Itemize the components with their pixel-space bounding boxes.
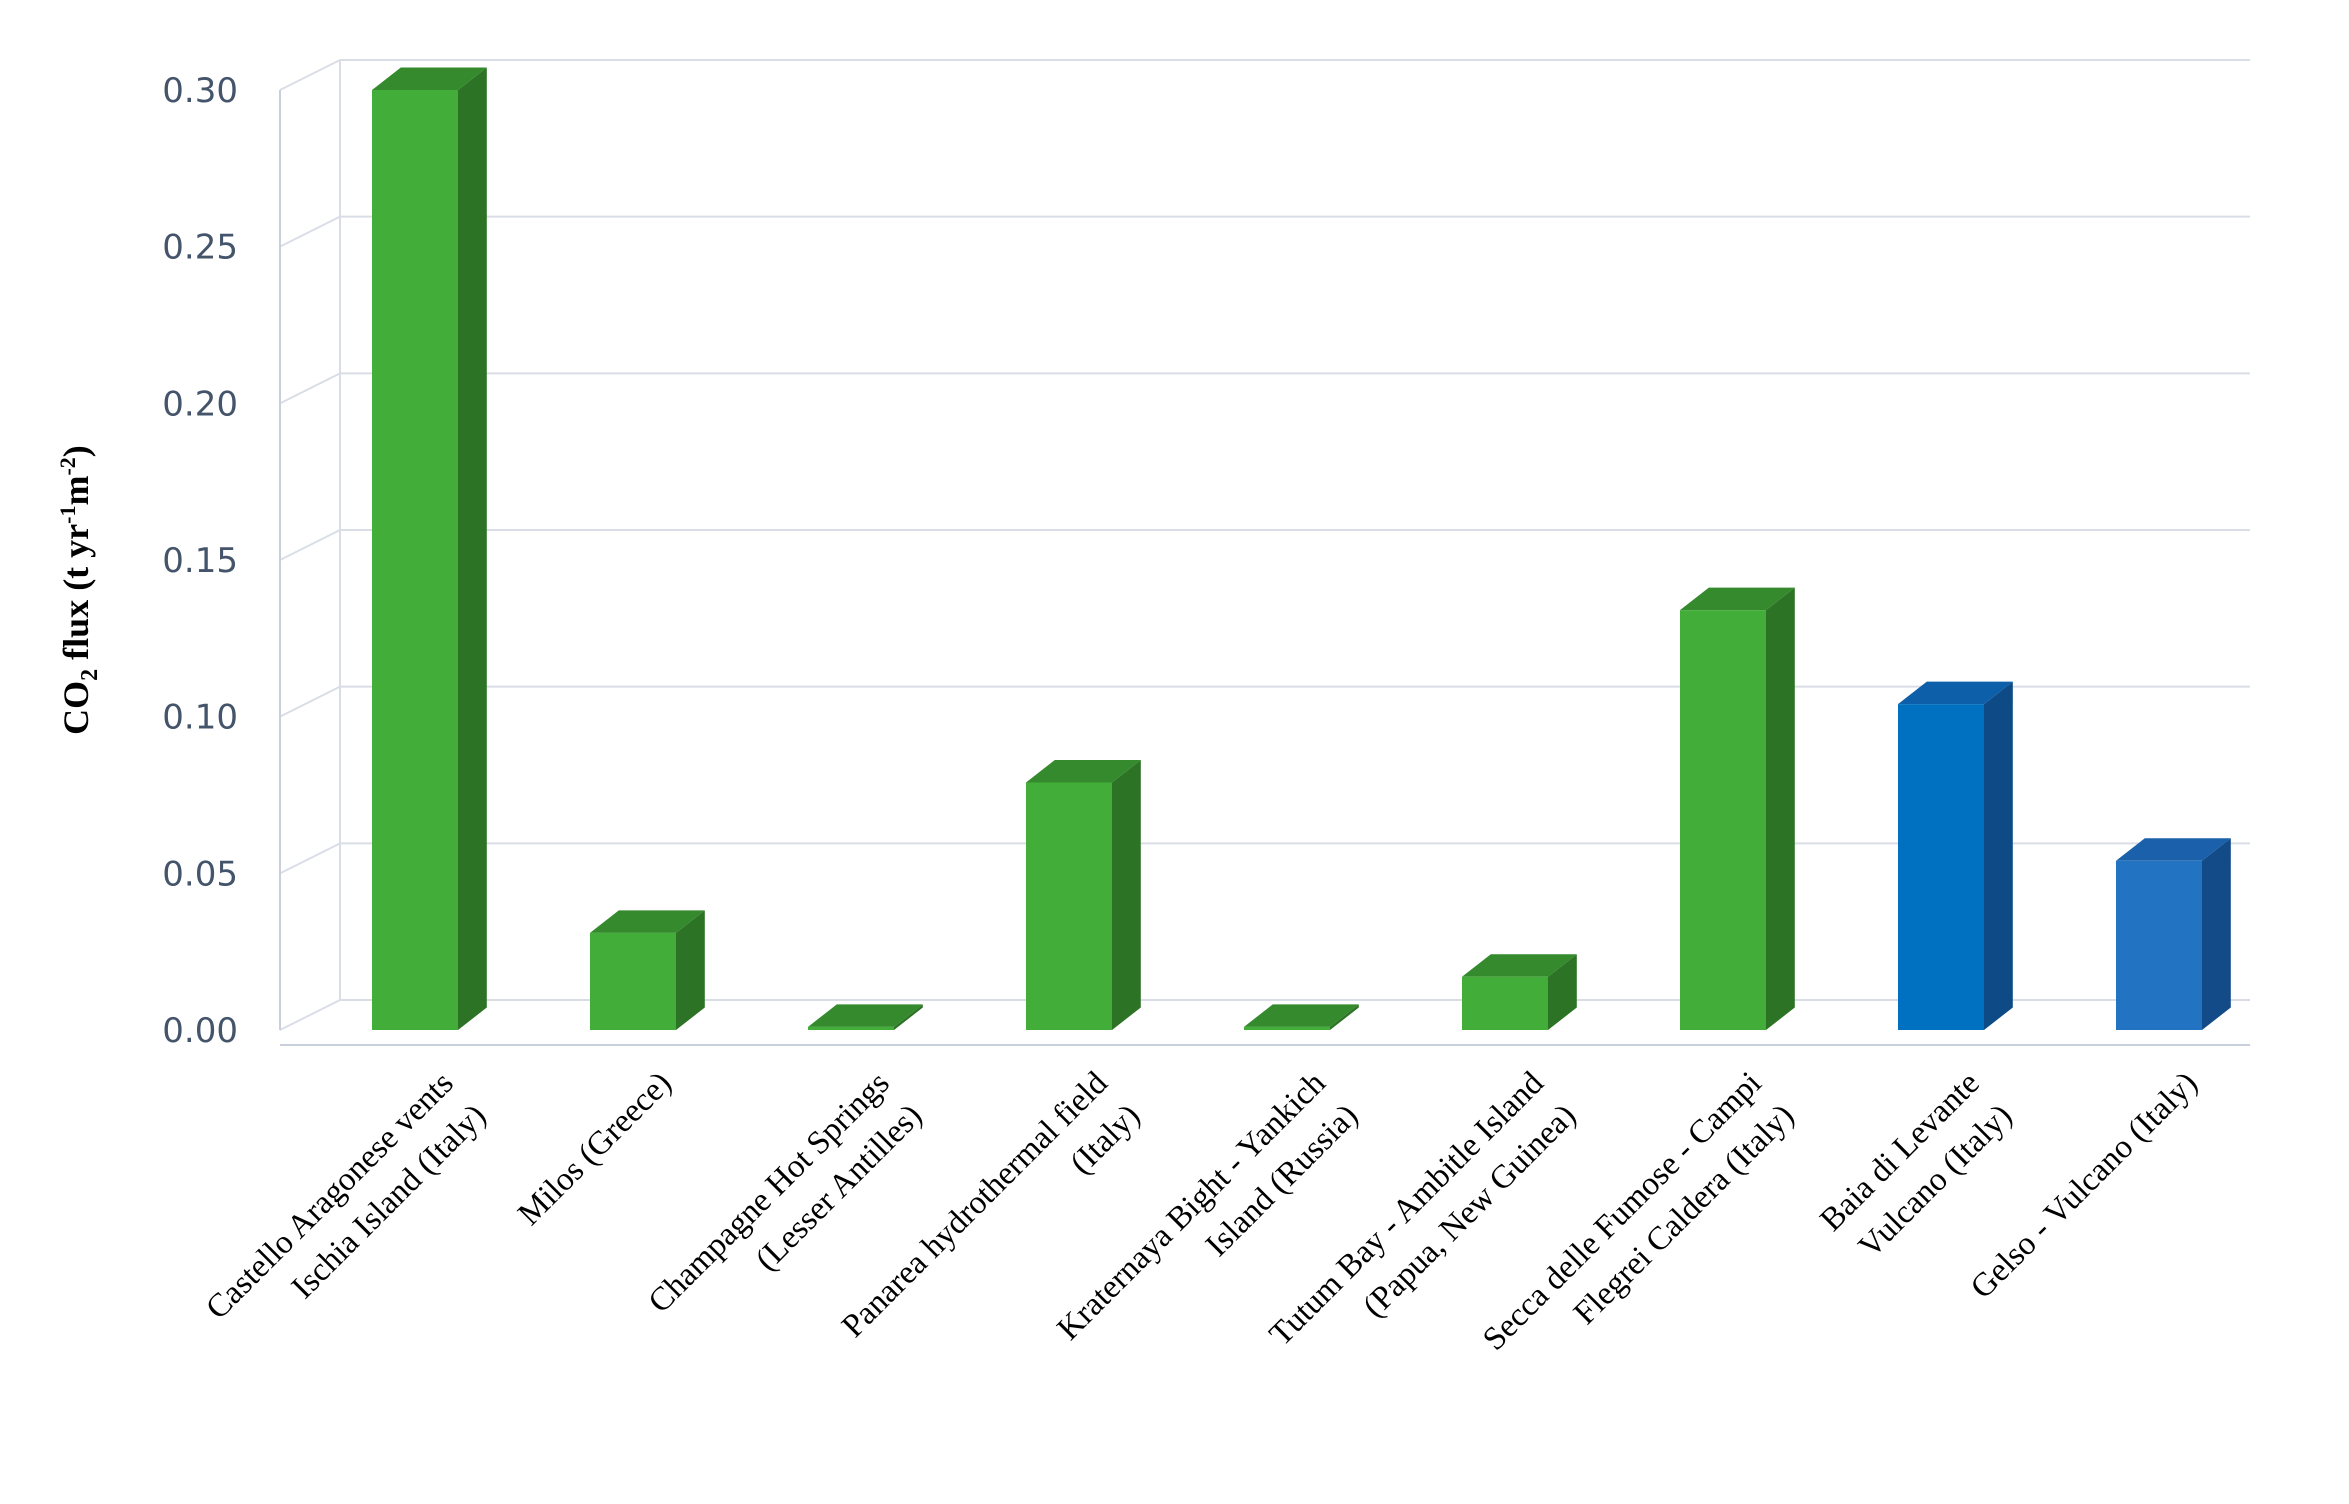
bar-top (1244, 1004, 1359, 1027)
bar-side (1112, 759, 1141, 1030)
bar-front (1680, 610, 1766, 1030)
bar (590, 910, 705, 1030)
bar-front (808, 1026, 894, 1030)
x-tick-label-line: Castello Aragonese vents (199, 1065, 460, 1326)
x-tick-label: Baia di LevanteVulcano (Italy) (1813, 1065, 2019, 1271)
bar-top (1026, 759, 1141, 783)
bar (1244, 1004, 1359, 1030)
bar-front (2116, 860, 2202, 1030)
bar-front (1898, 704, 1984, 1030)
y-tick-label: 0.10 (162, 698, 238, 738)
bar-front (1026, 782, 1112, 1030)
bar-side (676, 910, 705, 1030)
x-tick-label: Kraternaya Bight - YankichIsland (Russia… (1051, 1065, 1366, 1380)
y-tick-label: 0.05 (162, 854, 238, 894)
bar (808, 1004, 923, 1030)
bar-front (590, 932, 676, 1030)
y-tick-label: 0.20 (162, 384, 238, 424)
bar-side (1330, 1004, 1359, 1030)
x-tick-label: Gelso - Vulcano (Italy) (1964, 1065, 2205, 1306)
bar-side (458, 67, 487, 1030)
x-tick-label-line: Milos (Greece) (511, 1065, 678, 1232)
bar-top (372, 67, 487, 90)
bar-top (1680, 587, 1795, 611)
bar-side (1548, 954, 1577, 1030)
bar-front (372, 90, 458, 1030)
bar-top (808, 1004, 923, 1027)
y-tick-label: 0.00 (162, 1011, 238, 1051)
bar-front (1244, 1026, 1330, 1030)
gridline-side (279, 215, 341, 248)
gridline-side (279, 685, 341, 718)
bar-front (1462, 976, 1548, 1030)
bar (372, 67, 487, 1030)
x-tick-label-line: Gelso - Vulcano (Italy) (1964, 1065, 2205, 1306)
x-tick-label: Tutum Bay - Ambitle Island(Papua, New Gu… (1263, 1065, 1584, 1386)
bar-top (1462, 954, 1577, 977)
bar-top (590, 910, 705, 933)
bar (2116, 838, 2231, 1030)
bar-top (1898, 681, 2013, 705)
y-tick-labels: 0.00 0.05 0.10 0.15 0.20 0.25 0.30 (162, 71, 238, 1051)
bar-side (2202, 838, 2231, 1030)
bar (1680, 587, 1795, 1030)
bar-side (894, 1004, 923, 1030)
bar (1026, 759, 1141, 1030)
x-tick-label: Panarea hydrothermal field(Italy) (835, 1065, 1147, 1377)
y-tick-label: 0.25 (162, 228, 238, 268)
x-tick-label: Milos (Greece) (511, 1065, 678, 1232)
y-tick-label: 0.15 (162, 541, 238, 581)
bar-side (1766, 587, 1795, 1030)
bar (1462, 954, 1577, 1030)
y-axis-label: CO2 flux (t yr-1m-2) (55, 445, 103, 735)
y-tick-label: 0.30 (162, 71, 238, 111)
category-labels: Castello Aragonese ventsIschia Island (I… (199, 1065, 2205, 1386)
gridline-side (279, 529, 341, 561)
gridline-side (279, 999, 341, 1031)
gridlines (279, 59, 2250, 1046)
gridline-side (279, 842, 341, 875)
bar (1898, 681, 2013, 1030)
bars (372, 67, 2231, 1030)
gridline-side (279, 372, 341, 405)
x-tick-label: Castello Aragonese ventsIschia Island (I… (199, 1065, 493, 1359)
bar-top (2116, 838, 2231, 861)
gridline-side (279, 59, 341, 91)
bar-side (1984, 681, 2013, 1030)
